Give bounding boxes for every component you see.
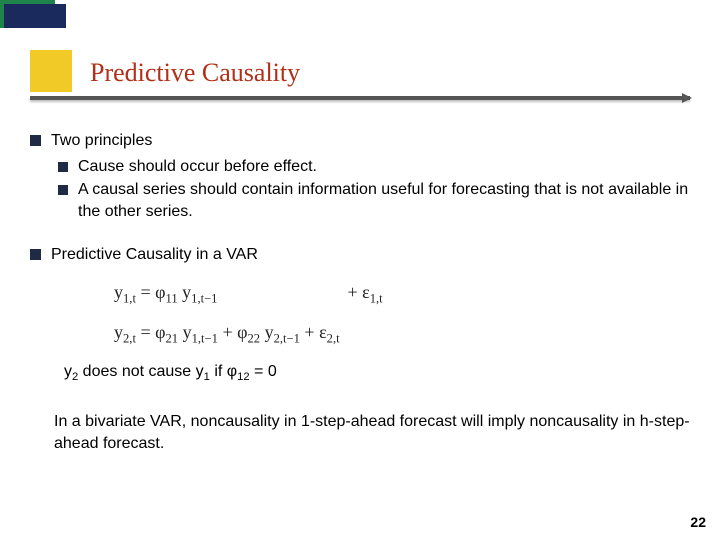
- bullet-square-icon: [58, 185, 68, 195]
- note-sub: 12: [237, 371, 249, 383]
- eq-sub: 2,t: [123, 331, 136, 345]
- eq-sub: 11: [166, 292, 178, 306]
- equation-2: y2,t = φ21 y1,t−1 + φ22 y2,t−1 + ε2,t: [114, 320, 690, 348]
- eq-sub: 2,t−1: [274, 331, 300, 345]
- bullet-principles: Two principles: [30, 130, 690, 152]
- bullet-square-icon: [58, 162, 68, 172]
- eq-text: + φ: [218, 322, 248, 342]
- bullet-text: Cause should occur before effect.: [78, 156, 317, 178]
- note-text: does not cause y: [78, 363, 203, 380]
- bullet-text: Predictive Causality in a VAR: [51, 244, 258, 266]
- eq-text: = φ: [136, 282, 166, 302]
- title-underline-arrow: [30, 96, 690, 100]
- bullet-square-icon: [30, 249, 41, 260]
- eq-sub: 1,t−1: [191, 292, 217, 306]
- eq-sub: 2,t: [327, 331, 340, 345]
- equation-1: y1,t = φ11 y1,t−1 + ε1,t: [114, 280, 690, 308]
- eq-text: + ε: [300, 322, 327, 342]
- page-number: 22: [690, 514, 706, 530]
- eq-sub: 1,t: [370, 292, 383, 306]
- bullet-text: Two principles: [51, 130, 152, 152]
- corner-decoration: [0, 0, 75, 55]
- title-block: Predictive Causality: [30, 58, 690, 100]
- slide-title: Predictive Causality: [30, 58, 690, 94]
- slide-content: Two principles Cause should occur before…: [30, 130, 690, 455]
- eq-sub: 21: [166, 331, 179, 345]
- eq-text: y: [260, 322, 274, 342]
- bullet-principle-1: Cause should occur before effect.: [58, 156, 690, 178]
- note-text: y: [64, 363, 72, 380]
- eq-sub: 1,t: [123, 292, 136, 306]
- eq-text: y: [114, 322, 123, 342]
- eq-text: y: [178, 282, 192, 302]
- bullet-var-heading: Predictive Causality in a VAR: [30, 244, 690, 266]
- corner-navy-block: [4, 4, 66, 28]
- eq-text: y: [114, 282, 123, 302]
- noncausality-note: y2 does not cause y1 if φ12 = 0: [64, 361, 690, 385]
- note-text: if φ: [210, 363, 237, 380]
- eq-sub: 22: [247, 331, 260, 345]
- closing-statement: In a bivariate VAR, noncausality in 1-st…: [54, 411, 690, 454]
- bullet-principle-2: A causal series should contain informati…: [58, 179, 690, 222]
- eq-sub: 1,t−1: [192, 331, 218, 345]
- note-text: = 0: [250, 363, 277, 380]
- bullet-text: A causal series should contain informati…: [78, 179, 690, 222]
- eq-text: y: [178, 322, 192, 342]
- eq-text: + ε: [347, 282, 369, 302]
- eq-text: = φ: [136, 322, 166, 342]
- bullet-square-icon: [30, 135, 41, 146]
- equations-block: y1,t = φ11 y1,t−1 + ε1,t y2,t = φ21 y1,t…: [114, 280, 690, 347]
